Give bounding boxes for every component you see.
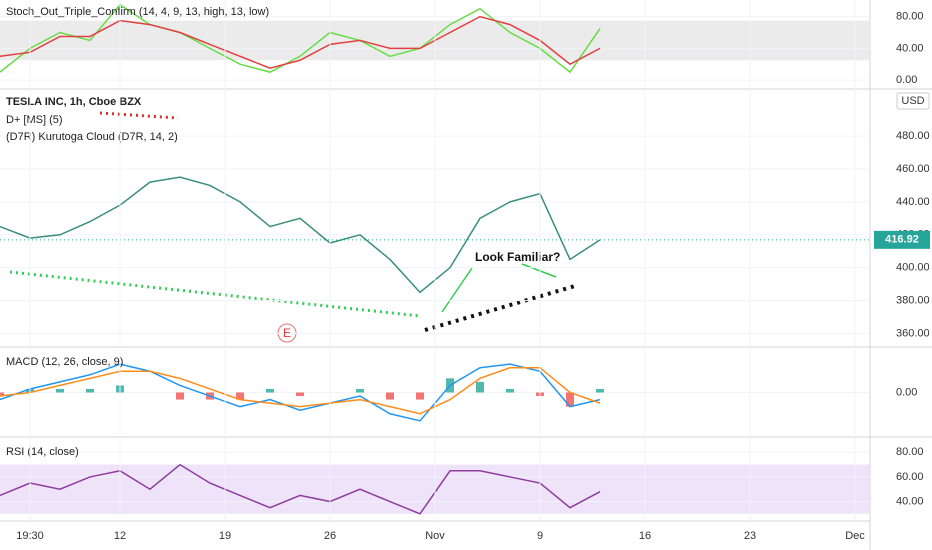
y-tick-label: 460.00: [896, 163, 930, 175]
y-tick-label: 40.00: [896, 495, 924, 507]
series-line: [0, 15, 601, 69]
histogram-bar: [386, 392, 394, 400]
x-tick-label: 16: [639, 530, 651, 542]
series-line: [0, 3, 601, 74]
annotation: Look Familiar?: [475, 250, 560, 264]
y-tick-label: 0.00: [896, 386, 917, 398]
y-tick-label: 400.00: [896, 262, 930, 274]
y-tick-label: 80.00: [896, 446, 924, 458]
currency-label: USD: [901, 95, 924, 107]
histogram-bar: [296, 392, 304, 397]
pane-title: TESLA INC, 1h, Cboe BZX: [6, 96, 142, 108]
y-tick-label: 0.00: [896, 74, 917, 86]
histogram-bar: [416, 392, 424, 400]
y-tick-label: 360.00: [896, 327, 930, 339]
histogram-bar: [566, 392, 574, 407]
y-tick-label: 440.00: [896, 196, 930, 208]
histogram-bar: [506, 388, 514, 393]
histogram-bar: [0, 392, 4, 397]
histogram-bar: [56, 388, 64, 393]
x-tick-label: 9: [537, 530, 543, 542]
x-tick-label: 19: [219, 530, 231, 542]
trend-line: [99, 111, 179, 120]
x-tick-label: Nov: [425, 530, 445, 542]
pane-subtitle: D+ [MS] (5): [6, 114, 63, 126]
pane-title: RSI (14, close): [6, 446, 79, 458]
trend-line: [424, 284, 576, 332]
histogram-bar: [476, 381, 484, 393]
pane-title: MACD (12, 26, close, 9): [6, 356, 123, 368]
series-line: [0, 463, 601, 515]
y-tick-label: 40.00: [896, 42, 924, 54]
x-tick-label: 12: [114, 530, 126, 542]
x-tick-label: 26: [324, 530, 336, 542]
series-line: [0, 176, 601, 294]
x-tick-label: Dec: [845, 530, 865, 542]
series-line: [0, 366, 601, 415]
y-tick-label: 380.00: [896, 294, 930, 306]
histogram-bar: [236, 392, 244, 400]
last-price-box: [874, 230, 930, 249]
y-tick-label: 480.00: [896, 130, 930, 142]
histogram-bar: [356, 388, 364, 393]
x-tick-label: 23: [744, 530, 756, 542]
histogram-bar: [86, 388, 94, 393]
currency-box: [896, 92, 930, 110]
histogram-bar: [596, 388, 604, 393]
pane-subtitle: (D7R) Kurutoga Cloud (D7R, 14, 2): [6, 131, 178, 143]
y-tick-label: 80.00: [896, 11, 924, 23]
series-line: [0, 363, 601, 422]
pane-title: Stoch_Out_Triple_Confirm (14, 4, 9, 13, …: [6, 6, 269, 18]
annotation: E: [283, 326, 291, 340]
y-tick-label: 60.00: [896, 471, 924, 483]
histogram-bar: [266, 388, 274, 393]
arrow: [521, 263, 557, 278]
x-tick-label: 19:30: [16, 530, 44, 542]
arrow: [441, 267, 473, 313]
trend-line: [9, 270, 421, 318]
last-price-label: 416.92: [885, 234, 919, 246]
histogram-bar: [176, 392, 184, 400]
